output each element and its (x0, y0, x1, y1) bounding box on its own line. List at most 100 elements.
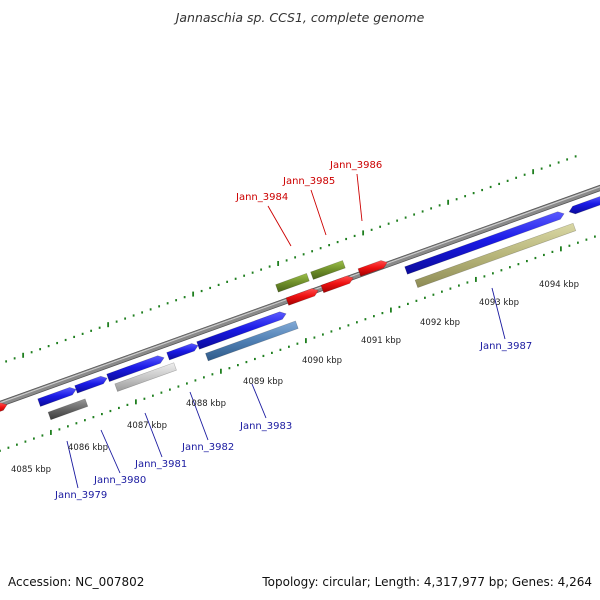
tick-mark-upper (353, 234, 356, 238)
tick-mark-upper (540, 167, 543, 170)
kbp-tick-labels: 4085 kbp 4086 kbp 4087 kbp 4088 kbp 4089 kbp… (11, 280, 579, 475)
tick-mark-lower (271, 351, 273, 354)
kbp-tick-label: 4085 kbp (11, 465, 51, 475)
tick-mark-lower (390, 307, 392, 313)
tick-mark-upper (574, 155, 577, 158)
label-leader-line (189, 391, 209, 441)
gene-arrow-red[interactable] (285, 288, 319, 306)
gene-arrow-red[interactable] (357, 260, 388, 277)
tick-mark-upper (328, 244, 331, 247)
tick-mark-lower (169, 388, 171, 391)
tick-mark-upper (200, 289, 203, 293)
gene-arrow-red[interactable] (320, 275, 354, 294)
tick-mark-upper (472, 192, 475, 195)
gene-arrow-forward[interactable] (106, 355, 165, 382)
tick-mark-lower (245, 360, 248, 364)
tick-mark-upper (175, 299, 178, 302)
tick-mark-upper (217, 283, 220, 287)
tick-mark-lower (543, 253, 545, 257)
tick-mark-lower (475, 276, 477, 282)
gene-arrow-forward[interactable] (74, 375, 108, 394)
tick-mark-lower (585, 238, 588, 241)
tick-mark-lower (0, 449, 1, 452)
tick-mark-upper (115, 320, 118, 323)
tick-mark-upper (464, 195, 467, 198)
label-leader-line (356, 173, 363, 222)
label-leader-line (144, 412, 163, 458)
tick-mark-lower (194, 379, 197, 382)
label-leader-line (100, 429, 121, 474)
tick-mark-lower (177, 385, 180, 388)
tick-mark-upper (268, 265, 271, 268)
tick-mark-lower (41, 434, 44, 437)
rna-feature-steel[interactable] (205, 320, 299, 362)
tick-mark-lower (296, 342, 299, 345)
tick-mark-lower (458, 284, 460, 287)
tick-mark-upper (302, 253, 305, 256)
kbp-tick-label: 4088 kbp (186, 399, 226, 409)
rna-feature-silver[interactable] (114, 362, 177, 392)
gene-label[interactable]: Jann_3983 (239, 421, 292, 432)
rna-feature-olive[interactable] (275, 273, 310, 293)
tick-mark-upper (549, 164, 552, 167)
gene-arrow-forward[interactable] (166, 343, 199, 361)
tick-mark-upper (362, 230, 365, 236)
tick-mark-upper (515, 176, 518, 179)
gene-label[interactable]: Jann_3986 (329, 160, 382, 171)
tick-mark-lower (58, 428, 61, 431)
tick-mark-lower (67, 425, 69, 428)
tick-mark-lower (75, 422, 78, 425)
tick-mark-upper (132, 314, 135, 317)
gene-labels: Jann_3984 Jann_3985 Jann_3986 Jann_3979 Jann… (54, 160, 532, 501)
tick-mark-lower (432, 293, 435, 296)
tick-mark-upper (260, 268, 263, 271)
gene-arrow-reverse-blue[interactable] (568, 196, 600, 215)
tick-mark-upper (141, 311, 144, 314)
tick-mark-lower (398, 305, 401, 309)
gene-label[interactable]: Jann_3985 (282, 176, 335, 187)
tick-mark-upper (532, 169, 535, 175)
tick-mark-upper (98, 326, 101, 329)
tick-mark-upper (5, 360, 8, 363)
gene-label[interactable]: Jann_3984 (235, 192, 288, 203)
tick-mark-lower (7, 446, 10, 449)
gene-label[interactable]: Jann_3979 (54, 490, 107, 501)
gene-label[interactable]: Jann_3982 (181, 442, 234, 453)
tick-mark-lower (228, 367, 231, 370)
gene-label[interactable]: Jann_3981 (134, 459, 187, 470)
tick-mark-lower (466, 281, 469, 284)
tick-mark-lower (330, 330, 333, 333)
rna-feature-khaki[interactable] (414, 222, 577, 288)
tick-mark-upper (209, 286, 212, 290)
kbp-tick-label: 4091 kbp (361, 336, 401, 346)
tick-mark-upper (387, 222, 390, 225)
tick-mark-upper (523, 173, 526, 176)
kbp-tick-label: 4089 kbp (243, 377, 283, 387)
label-leader-line (267, 205, 292, 247)
tick-mark-lower (313, 336, 316, 339)
gene-label[interactable]: Jann_3987 (479, 341, 532, 352)
tick-mark-upper (56, 341, 59, 345)
tick-mark-lower (254, 357, 256, 361)
tick-mark-upper (64, 338, 67, 342)
tick-mark-upper (481, 188, 484, 192)
tick-mark-upper (39, 348, 42, 351)
gene-arrow-red[interactable] (0, 402, 8, 414)
tick-mark-upper (13, 357, 16, 360)
label-leader-line (66, 440, 79, 489)
rna-feature-olive[interactable] (310, 260, 346, 280)
rna-feature-dark[interactable] (47, 398, 89, 421)
tick-mark-lower (126, 403, 129, 406)
gene-label[interactable]: Jann_3980 (93, 475, 146, 486)
gene-arrow-forward[interactable] (37, 387, 77, 407)
gene-arrow-forward[interactable] (196, 311, 287, 350)
tick-mark-upper (243, 274, 246, 277)
tick-mark-lower (356, 321, 358, 324)
gene-arrow-forward[interactable] (404, 211, 565, 275)
tick-mark-upper (124, 317, 127, 320)
tick-mark-upper (370, 228, 373, 231)
tick-mark-lower (50, 429, 52, 435)
feature-track (0, 196, 600, 421)
tick-mark-lower (483, 275, 486, 278)
